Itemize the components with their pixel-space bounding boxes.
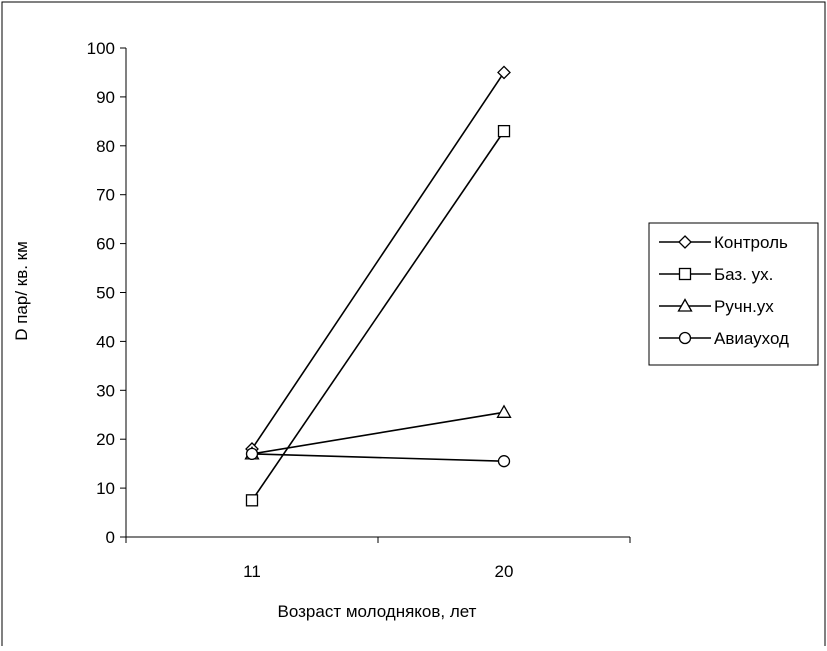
- legend-entry-label: Ручн.ух: [714, 297, 774, 316]
- x-axis-label: Возраст молодняков, лет: [278, 602, 477, 621]
- y-tick-label: 50: [96, 284, 115, 303]
- y-tick-label: 60: [96, 235, 115, 254]
- data-point: [497, 65, 511, 80]
- legend-entry-label: Баз. ух.: [714, 265, 773, 284]
- data-point: [497, 124, 511, 138]
- x-tick-label: 20: [495, 562, 514, 581]
- x-tick-label: 11: [243, 562, 261, 581]
- legend-marker: [678, 267, 692, 281]
- data-point: [245, 447, 259, 461]
- legend-entry-label: Контроль: [714, 233, 788, 252]
- series-line: [251, 453, 505, 463]
- y-tick-label: 0: [106, 528, 115, 547]
- data-point: [245, 494, 259, 507]
- y-tick-label: 40: [96, 332, 115, 351]
- data-point: [497, 455, 511, 468]
- legend-entry-label: Авиауход: [714, 329, 789, 348]
- legend: Контроль Баз. ух. Ручн.ух Авиауход: [648, 222, 819, 366]
- y-tick-label: 80: [96, 137, 115, 156]
- legend-marker: [677, 298, 693, 312]
- legend-box: [648, 222, 819, 366]
- data-point: [496, 404, 512, 418]
- y-tick-label: 20: [96, 430, 115, 449]
- series-line: [251, 130, 505, 501]
- y-axis-label: D пар/ кв. км: [12, 241, 31, 341]
- series-line: [251, 72, 505, 450]
- y-tick-label: 10: [96, 479, 115, 498]
- y-tick-label: 70: [96, 186, 115, 205]
- legend-marker: [678, 235, 692, 249]
- series-line: [251, 411, 505, 455]
- y-tick-label: 90: [96, 88, 115, 107]
- y-tick-label: 30: [96, 381, 115, 400]
- y-tick-label: 100: [87, 39, 115, 58]
- legend-marker: [678, 331, 692, 345]
